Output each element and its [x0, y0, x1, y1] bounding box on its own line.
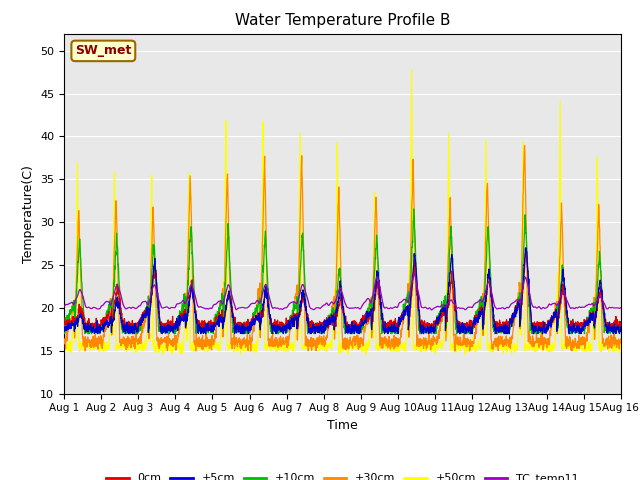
Text: SW_met: SW_met [75, 44, 131, 58]
Y-axis label: Temperature(C): Temperature(C) [22, 165, 35, 263]
Title: Water Temperature Profile B: Water Temperature Profile B [235, 13, 450, 28]
X-axis label: Time: Time [327, 419, 358, 432]
Legend: 0cm, +5cm, +10cm, +30cm, +50cm, TC_temp11: 0cm, +5cm, +10cm, +30cm, +50cm, TC_temp1… [102, 469, 583, 480]
